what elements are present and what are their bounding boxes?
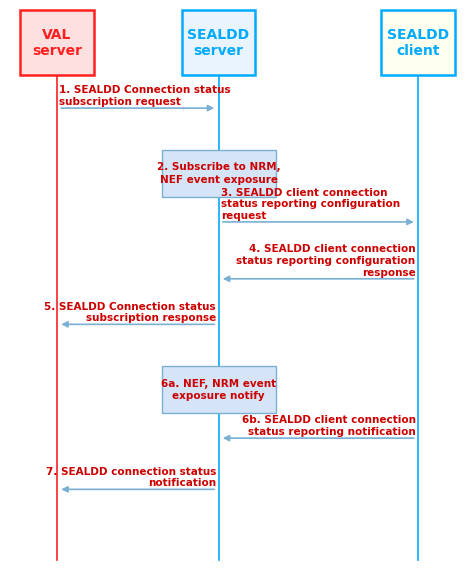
FancyBboxPatch shape xyxy=(162,366,276,413)
Text: 7. SEALDD connection status
notification: 7. SEALDD connection status notification xyxy=(46,467,216,488)
Text: 4. SEALDD client connection
status reporting configuration
response: 4. SEALDD client connection status repor… xyxy=(237,245,416,278)
Text: 3. SEALDD client connection
status reporting configuration
request: 3. SEALDD client connection status repor… xyxy=(221,188,400,221)
FancyBboxPatch shape xyxy=(381,10,455,76)
Text: VAL
server: VAL server xyxy=(32,27,82,58)
Text: 6a. NEF, NRM event
exposure notify: 6a. NEF, NRM event exposure notify xyxy=(161,378,276,401)
Text: 6b. SEALDD client connection
status reporting notification: 6b. SEALDD client connection status repo… xyxy=(242,415,416,437)
Text: 1. SEALDD Connection status
subscription request: 1. SEALDD Connection status subscription… xyxy=(59,85,231,107)
Text: SEALDD
client: SEALDD client xyxy=(387,27,449,58)
FancyBboxPatch shape xyxy=(20,10,94,76)
FancyBboxPatch shape xyxy=(181,10,256,76)
Text: 5. SEALDD Connection status
subscription response: 5. SEALDD Connection status subscription… xyxy=(45,302,216,323)
Text: 2. Subscribe to NRM,
NEF event exposure: 2. Subscribe to NRM, NEF event exposure xyxy=(157,162,280,185)
Text: SEALDD
server: SEALDD server xyxy=(188,27,249,58)
FancyBboxPatch shape xyxy=(162,150,276,197)
